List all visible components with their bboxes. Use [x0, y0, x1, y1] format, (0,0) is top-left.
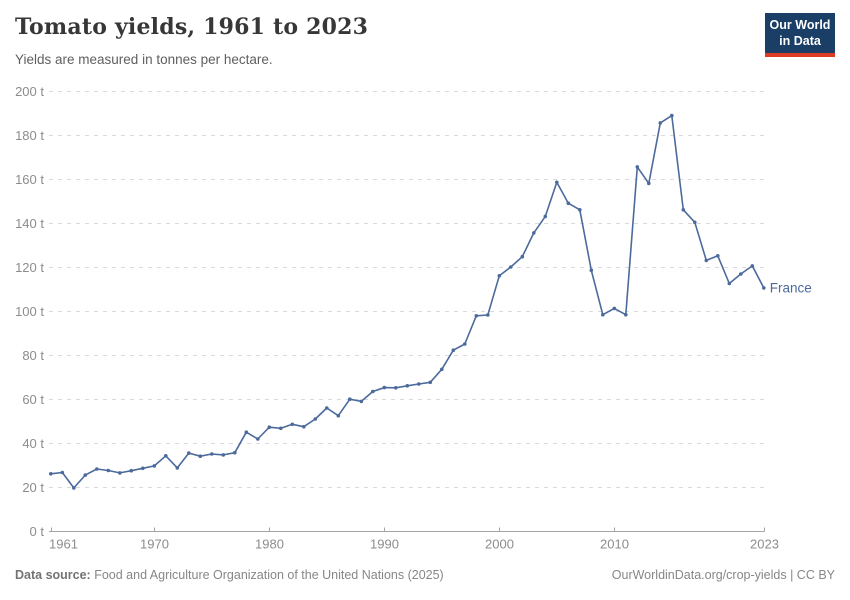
y-tick-label-120: 120 t: [15, 260, 44, 275]
data-point-1984[interactable]: [313, 417, 318, 421]
data-point-1996[interactable]: [451, 348, 456, 353]
data-point-2006[interactable]: [566, 201, 571, 205]
data-point-1977[interactable]: [233, 450, 237, 455]
data-point-1997[interactable]: [463, 342, 467, 346]
data-point-2013[interactable]: [647, 181, 651, 186]
data-point-2004[interactable]: [543, 214, 548, 219]
data-point-1983[interactable]: [302, 424, 306, 429]
owid-logo-line1: Our World: [769, 18, 831, 32]
data-point-1971[interactable]: [164, 454, 168, 458]
data-point-2010[interactable]: [612, 306, 617, 311]
data-point-1973[interactable]: [187, 451, 191, 455]
data-point-2005[interactable]: [555, 180, 559, 185]
data-source-text: Food and Agriculture Organization of the…: [90, 568, 444, 582]
data-point-1995[interactable]: [440, 367, 444, 372]
data-point-1986[interactable]: [336, 413, 341, 418]
y-tick-label-100: 100 t: [15, 304, 44, 319]
data-point-2019[interactable]: [716, 254, 720, 258]
y-tick-label-60: 60 t: [22, 392, 44, 407]
data-point-1989[interactable]: [371, 389, 375, 394]
data-point-1975[interactable]: [210, 452, 214, 456]
data-source-label: Data source:: [15, 568, 91, 582]
owid-logo-line2: in Data: [779, 33, 821, 48]
page-title: Tomato yields, 1961 to 2023: [15, 14, 369, 40]
data-point-2001[interactable]: [509, 265, 513, 269]
data-point-1974[interactable]: [198, 454, 203, 459]
data-point-1970[interactable]: [152, 464, 157, 468]
data-point-1991[interactable]: [394, 386, 398, 390]
y-tick-label-200: 200 t: [15, 84, 44, 99]
data-point-2008[interactable]: [589, 268, 594, 273]
data-point-2003[interactable]: [532, 231, 536, 235]
data-point-1993[interactable]: [417, 382, 421, 386]
data-point-2023[interactable]: [762, 286, 766, 290]
x-tick-label-1961: 1961: [49, 537, 78, 552]
y-tick-label-160: 160 t: [15, 172, 44, 187]
data-point-1990[interactable]: [382, 385, 387, 390]
data-point-1972[interactable]: [175, 466, 180, 470]
data-point-1963[interactable]: [72, 486, 76, 490]
data-line-france[interactable]: [49, 114, 765, 489]
data-point-2007[interactable]: [578, 208, 582, 212]
data-point-1999[interactable]: [486, 313, 490, 317]
y-tick-label-80: 80 t: [22, 348, 44, 363]
data-point-2018[interactable]: [704, 258, 709, 263]
data-point-1965[interactable]: [95, 467, 99, 471]
data-point-1968[interactable]: [129, 468, 134, 473]
data-point-1976[interactable]: [221, 453, 226, 457]
data-source: Data source: Food and Agriculture Organi…: [15, 568, 444, 582]
x-tick-label-1980: 1980: [255, 537, 284, 552]
footer-link[interactable]: OurWorldinData.org/crop-yields | CC BY: [611, 568, 835, 582]
data-point-1969[interactable]: [141, 466, 145, 471]
x-tick-label-2010: 2010: [600, 537, 629, 552]
data-point-1966[interactable]: [106, 468, 111, 473]
data-point-1979[interactable]: [255, 437, 260, 441]
y-tick-label-40: 40 t: [22, 436, 44, 451]
data-point-2002[interactable]: [520, 254, 525, 259]
data-point-1988[interactable]: [359, 399, 364, 404]
data-point-2012[interactable]: [635, 165, 640, 169]
data-point-1978[interactable]: [244, 430, 249, 435]
data-point-1994[interactable]: [428, 380, 433, 385]
y-tick-label-140: 140 t: [15, 216, 44, 231]
y-tick-label-180: 180 t: [15, 128, 44, 143]
data-point-2020[interactable]: [727, 281, 732, 286]
data-point-1998[interactable]: [474, 314, 479, 318]
data-point-1992[interactable]: [405, 384, 410, 388]
data-point-1985[interactable]: [325, 406, 329, 410]
page-subtitle: Yields are measured in tonnes per hectar…: [15, 52, 273, 67]
series-label-france[interactable]: France: [770, 280, 812, 295]
data-point-2011[interactable]: [624, 312, 628, 317]
data-point-2000[interactable]: [497, 274, 502, 278]
data-point-2015[interactable]: [670, 113, 674, 118]
data-point-1962[interactable]: [60, 470, 65, 475]
data-point-1981[interactable]: [279, 426, 283, 431]
x-tick-label-2023: 2023: [750, 537, 779, 552]
x-tick-label-1990: 1990: [370, 537, 399, 552]
data-point-2022[interactable]: [750, 264, 755, 268]
y-tick-label-20: 20 t: [22, 480, 44, 495]
data-point-2014[interactable]: [658, 121, 663, 125]
data-point-2021[interactable]: [739, 272, 743, 276]
data-point-1967[interactable]: [118, 471, 122, 475]
x-tick-label-2000: 2000: [485, 537, 514, 552]
data-point-1961[interactable]: [49, 472, 53, 476]
x-tick-label-1970: 1970: [140, 537, 169, 552]
data-point-1980[interactable]: [267, 425, 272, 430]
y-tick-label-0: 0 t: [30, 524, 45, 539]
data-point-1982[interactable]: [290, 422, 295, 427]
chart-footer: Data source: Food and Agriculture Organi…: [15, 568, 835, 582]
data-point-2016[interactable]: [681, 208, 686, 212]
data-point-2009[interactable]: [601, 312, 605, 317]
data-point-2017[interactable]: [693, 220, 697, 225]
data-point-1964[interactable]: [83, 473, 88, 477]
owid-logo[interactable]: Our World in Data: [765, 13, 835, 58]
data-point-1987[interactable]: [348, 397, 352, 402]
